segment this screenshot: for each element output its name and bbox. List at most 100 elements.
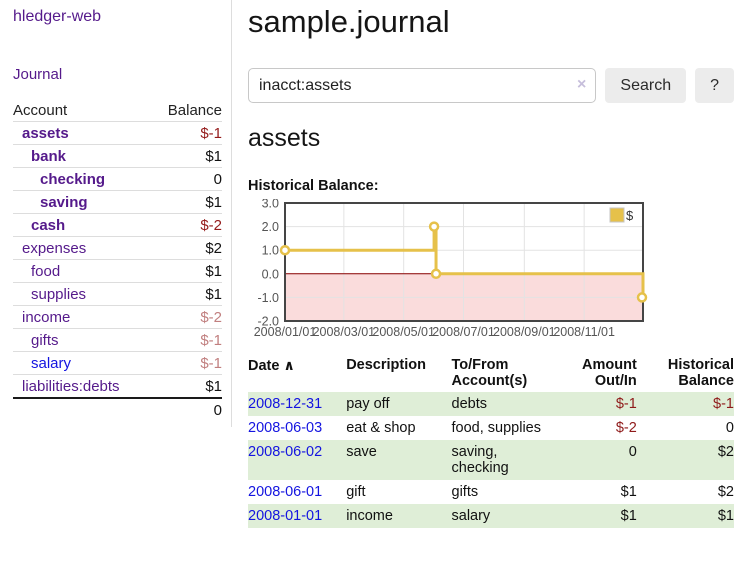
txn-accounts: saving, checking (451, 444, 509, 476)
txn-balance: $2 (717, 444, 734, 460)
account-row: cash $-2 (13, 213, 222, 237)
account-row: income $-2 (13, 305, 222, 329)
svg-text:2008/05/01: 2008/05/01 (372, 325, 435, 339)
account-column-header: Account (13, 101, 68, 119)
account-balance: $1 (205, 377, 222, 395)
sort-ascending-icon[interactable]: ∧ (283, 357, 295, 373)
search-bar: × Search ? (248, 68, 734, 103)
description-column-header: Description (346, 357, 426, 373)
main-content: sample.journal × Search ? assets Histori… (248, 0, 742, 528)
svg-text:2.0: 2.0 (262, 220, 279, 234)
txn-accounts: salary (451, 508, 491, 524)
accounts-header-row: Account Balance (13, 99, 222, 122)
account-link-salary[interactable]: salary (31, 354, 72, 372)
account-balance: $-2 (200, 308, 222, 326)
svg-text:2008/09/01: 2008/09/01 (493, 325, 556, 339)
txn-balance: $1 (717, 508, 734, 524)
svg-text:2008/03/01: 2008/03/01 (313, 325, 376, 339)
sidebar: hledger-web Journal Account Balance asse… (0, 0, 232, 427)
accounts-table: Account Balance assets $-1 bank $1 check… (13, 99, 222, 421)
account-row: assets $-1 (13, 121, 222, 145)
txn-amount: $1 (620, 508, 637, 524)
transaction-row: 2008-06-03 eat & shop food, supplies $-2… (248, 416, 734, 440)
account-heading: assets (248, 124, 321, 152)
account-balance: $-2 (200, 216, 222, 234)
account-link-liabilities-debts[interactable]: liabilities:debts (22, 377, 120, 395)
balance-column-header: Balance (167, 101, 222, 119)
transaction-row: 2008-12-31 pay off debts $-1 $-1 (248, 392, 734, 416)
txn-date-link[interactable]: 2008-12-31 (248, 396, 323, 412)
txn-amount: $-1 (615, 396, 637, 412)
account-row: expenses $2 (13, 236, 222, 260)
txn-date-link[interactable]: 2008-06-03 (248, 420, 323, 436)
account-row: saving $1 (13, 190, 222, 214)
account-link-bank[interactable]: bank (31, 147, 67, 165)
svg-text:2008/01/01: 2008/01/01 (254, 325, 317, 339)
account-balance: $1 (205, 262, 222, 280)
txn-date-link[interactable]: 2008-01-01 (248, 508, 323, 524)
txn-accounts: gifts (451, 484, 479, 500)
svg-text:3.0: 3.0 (262, 199, 279, 211)
account-row: supplies $1 (13, 282, 222, 306)
txn-balance: 0 (725, 420, 734, 436)
transaction-row: 2008-01-01 income salary $1 $1 (248, 504, 734, 528)
account-row: gifts $-1 (13, 328, 222, 352)
account-link-cash[interactable]: cash (31, 216, 66, 234)
chart-title: Historical Balance: (248, 178, 379, 194)
search-input[interactable] (248, 68, 597, 103)
txn-amount: 0 (628, 444, 637, 460)
account-row: bank $1 (13, 144, 222, 168)
txn-balance: $-1 (713, 396, 734, 412)
help-button[interactable]: ? (695, 68, 734, 103)
app-brand-link[interactable]: hledger-web (13, 8, 102, 25)
svg-text:-1.0: -1.0 (257, 291, 279, 305)
svg-text:$: $ (626, 208, 634, 223)
account-link-saving[interactable]: saving (40, 193, 88, 211)
txn-description: gift (346, 484, 366, 500)
txn-description: income (346, 508, 393, 524)
svg-text:2008/11/01: 2008/11/01 (553, 325, 615, 339)
txn-amount: $-2 (615, 420, 637, 436)
amount-column-header: Amount Out/In (582, 357, 637, 389)
account-link-supplies[interactable]: supplies (31, 285, 87, 303)
account-link-assets[interactable]: assets (22, 124, 69, 142)
txn-amount: $1 (620, 484, 637, 500)
transaction-row: 2008-06-01 gift gifts $1 $2 (248, 480, 734, 504)
txn-description: eat & shop (346, 420, 416, 436)
txn-description: save (346, 444, 377, 460)
account-row: checking 0 (13, 167, 222, 191)
account-link-gifts[interactable]: gifts (31, 331, 59, 349)
account-link-checking[interactable]: checking (40, 170, 106, 188)
sidebar-item-journal[interactable]: Journal (13, 66, 63, 83)
date-column-header[interactable]: Date ∧ (248, 357, 295, 374)
account-balance: $-1 (200, 124, 222, 142)
account-link-expenses[interactable]: expenses (22, 239, 87, 257)
account-link-food[interactable]: food (31, 262, 61, 280)
account-row: food $1 (13, 259, 222, 283)
txn-balance: $2 (717, 484, 734, 500)
search-button[interactable]: Search (605, 68, 687, 103)
account-balance: 0 (213, 170, 222, 188)
transactions-header-row: Date ∧ Description To/From Account(s) Am… (248, 354, 734, 392)
txn-date-link[interactable]: 2008-06-02 (248, 444, 323, 460)
historical-balance-chart: 3.0 2.0 1.0 0.0 -1.0 -2.02008/01/012008/03/01… (254, 199, 648, 339)
account-balance: $-1 (200, 354, 222, 372)
transaction-row: 2008-06-02 save saving, checking 0 $2 (248, 440, 734, 480)
txn-accounts: debts (451, 396, 487, 412)
account-balance: $1 (205, 285, 222, 303)
txn-date-link[interactable]: 2008-06-01 (248, 484, 323, 500)
account-balance: $1 (205, 193, 222, 211)
accounts-total-balance: 0 (213, 401, 222, 419)
clear-search-icon[interactable]: × (577, 76, 587, 93)
svg-text:2008/07/01: 2008/07/01 (432, 325, 495, 339)
page-title: sample.journal (248, 4, 450, 39)
svg-text:0.0: 0.0 (262, 267, 279, 281)
accounts-total-row: 0 (13, 398, 222, 421)
transactions-table: Date ∧ Description To/From Account(s) Am… (248, 354, 734, 528)
account-row: liabilities:debts $1 (13, 374, 222, 399)
balance-column-header: Historical Balance (667, 357, 734, 389)
account-link-income[interactable]: income (22, 308, 71, 326)
account-row: salary $-1 (13, 351, 222, 375)
account-balance: $1 (205, 147, 222, 165)
account-balance: $2 (205, 239, 222, 257)
